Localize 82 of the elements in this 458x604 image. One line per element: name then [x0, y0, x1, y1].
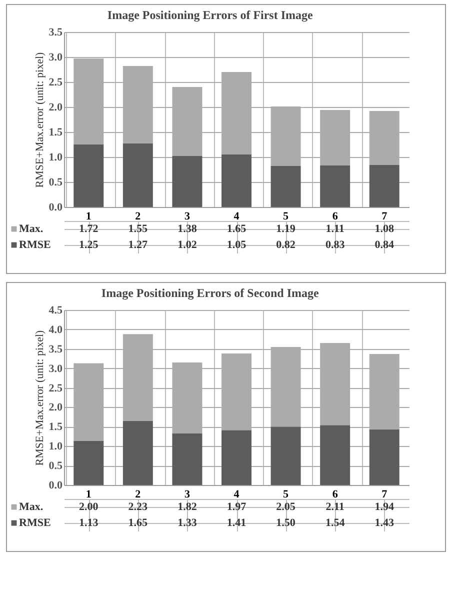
data-label: 1.13 — [79, 517, 99, 529]
x-tick-label: 3 — [184, 488, 190, 500]
x-tick-label: 4 — [234, 488, 240, 500]
data-label: 1.94 — [374, 501, 394, 513]
data-label: 1.55 — [128, 223, 148, 235]
data-label: 2.00 — [79, 501, 99, 513]
bar — [270, 426, 301, 485]
bar — [74, 441, 104, 485]
data-label: 1.19 — [276, 223, 296, 235]
data-label: 1.11 — [326, 223, 344, 235]
data-label: 1.05 — [226, 239, 247, 251]
data-label: 1.02 — [178, 239, 198, 251]
y-tick-label: 2.5 — [48, 382, 63, 394]
x-tick-label: 5 — [283, 210, 290, 222]
x-tick-label: 2 — [135, 210, 142, 222]
data-label: 2.11 — [326, 501, 344, 513]
bar — [320, 425, 350, 485]
x-tick-label: 4 — [234, 210, 240, 222]
chart-title: Image Positioning Errors of Second Image — [101, 286, 320, 300]
legend-label: RMSE — [19, 239, 51, 251]
y-axis-title: RMSE+Max.error (unit: pixel) — [34, 52, 46, 188]
bar — [369, 429, 400, 485]
x-tick-label: 3 — [184, 210, 190, 222]
y-tick-label: 4.5 — [48, 304, 63, 316]
x-tick-label: 5 — [283, 488, 290, 500]
data-label: 1.43 — [374, 517, 394, 529]
y-tick-label: 1.5 — [48, 126, 63, 138]
y-tick-label: 0.0 — [48, 202, 63, 214]
data-label: 1.97 — [226, 501, 247, 513]
y-tick-label: 2.0 — [48, 402, 63, 414]
data-label: 0.83 — [325, 239, 346, 251]
x-tick-label: 1 — [86, 488, 92, 500]
y-tick-label: 0.5 — [48, 460, 63, 472]
y-tick-label: 3.5 — [48, 26, 63, 38]
y-tick-label: 1.0 — [48, 152, 63, 164]
bar — [320, 166, 350, 207]
bar — [74, 144, 104, 207]
data-label: 1.82 — [178, 501, 198, 513]
bar — [172, 156, 202, 207]
data-label: 1.54 — [325, 517, 346, 529]
x-tick-label: 6 — [332, 210, 338, 222]
data-label: 0.84 — [374, 239, 394, 251]
data-label: 1.65 — [226, 223, 247, 235]
bar — [222, 430, 252, 485]
y-tick-label: 0.0 — [48, 480, 63, 492]
legend-label: RMSE — [19, 517, 51, 529]
x-tick-label: 7 — [382, 210, 388, 222]
data-label: 1.25 — [79, 239, 99, 251]
x-tick-label: 7 — [382, 488, 388, 500]
data-label: 1.50 — [276, 517, 296, 529]
bar — [222, 154, 252, 207]
bar — [122, 420, 153, 485]
y-tick-label: 3.5 — [48, 343, 63, 356]
data-label: 1.27 — [128, 239, 148, 251]
y-tick-label: 0.5 — [48, 176, 63, 188]
legend-label: Max. — [19, 223, 44, 235]
x-tick-label: 2 — [135, 488, 142, 500]
data-label: 0.82 — [276, 239, 296, 251]
data-label: 1.65 — [128, 517, 148, 529]
y-tick-label: 1.0 — [48, 440, 63, 453]
y-tick-label: 4.0 — [48, 324, 63, 336]
chart-title: Image Positioning Errors of First Image — [107, 8, 314, 22]
bar — [369, 165, 400, 207]
bar — [122, 144, 153, 207]
y-tick-label: 3.0 — [48, 362, 63, 375]
data-label: 1.41 — [226, 517, 246, 529]
data-label: 1.33 — [178, 517, 198, 529]
data-label: 1.38 — [178, 223, 198, 235]
data-label: 1.72 — [79, 223, 99, 235]
y-tick-label: 3.0 — [48, 52, 63, 64]
legend-label: Max. — [19, 501, 44, 513]
x-tick-label: 6 — [332, 488, 338, 500]
x-tick-label: 1 — [86, 210, 92, 222]
bar — [270, 166, 301, 207]
y-tick-label: 1.5 — [48, 421, 63, 434]
y-tick-label: 2.5 — [48, 76, 63, 88]
data-label: 1.08 — [374, 223, 394, 235]
data-label: 2.23 — [128, 501, 148, 513]
data-label: 2.05 — [276, 501, 296, 513]
y-axis-title: RMSE+Max.error (unit: pixel) — [34, 330, 46, 466]
y-tick-label: 2.0 — [48, 102, 63, 114]
bar — [172, 433, 202, 485]
